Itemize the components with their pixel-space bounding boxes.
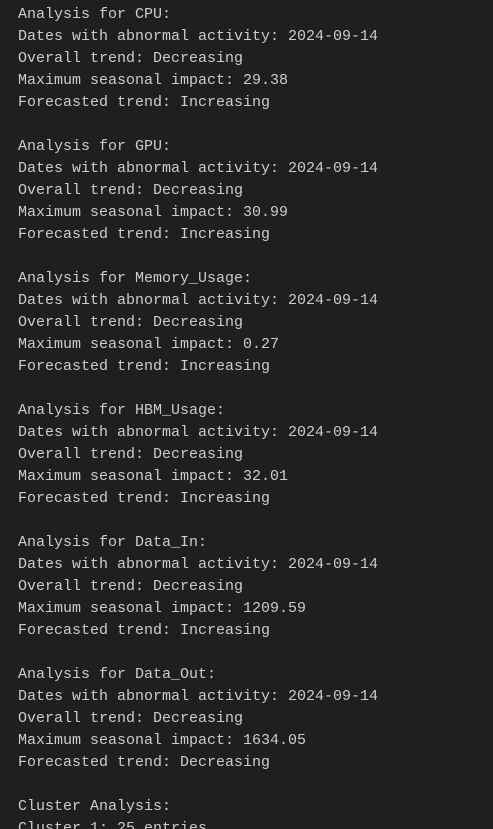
output-block: Analysis for CPU: Dates with abnormal act… [18, 4, 493, 114]
output-line: Analysis for Data_Out: [18, 666, 217, 683]
output-line: Overall trend: Decreasing [18, 50, 244, 67]
output-line: Analysis for Memory_Usage: [18, 270, 253, 287]
output-line: Analysis for Data_In: [18, 534, 208, 551]
output-line: Overall trend: Decreasing [18, 182, 244, 199]
output-block: Analysis for HBM_Usage: Dates with abnorm… [18, 400, 493, 510]
output-line: Forecasted trend: Increasing [18, 622, 271, 639]
output-line: Dates with abnormal activity: 2024-09-14 [18, 28, 379, 45]
output-block: Analysis for Data_Out: Dates with abnorma… [18, 664, 493, 774]
output-line: Analysis for HBM_Usage: [18, 402, 226, 419]
output-line: Forecasted trend: Increasing [18, 94, 271, 111]
output-line: Overall trend: Decreasing [18, 710, 244, 727]
output-line: Cluster Analysis: [18, 798, 172, 815]
output-block: Analysis for Data_In: Dates with abnormal… [18, 532, 493, 642]
output-block: Analysis for GPU: Dates with abnormal act… [18, 136, 493, 246]
output-line: Maximum seasonal impact: 29.38 [18, 72, 289, 89]
output-line: Dates with abnormal activity: 2024-09-14 [18, 292, 379, 309]
output-line: Forecasted trend: Increasing [18, 490, 271, 507]
output-line: Dates with abnormal activity: 2024-09-14 [18, 688, 379, 705]
output-line: Forecasted trend: Decreasing [18, 754, 271, 771]
output-line: Maximum seasonal impact: 30.99 [18, 204, 289, 221]
output-line: Forecasted trend: Increasing [18, 226, 271, 243]
output-line: Overall trend: Decreasing [18, 578, 244, 595]
output-line: Overall trend: Decreasing [18, 314, 244, 331]
output-line: Maximum seasonal impact: 1634.05 [18, 732, 307, 749]
output-block: Cluster Analysis: Cluster 1: 25 entries [18, 796, 493, 829]
output-line: Forecasted trend: Increasing [18, 358, 271, 375]
output-line: Dates with abnormal activity: 2024-09-14 [18, 556, 379, 573]
output-line: Cluster 1: 25 entries [18, 820, 208, 829]
output-line: Maximum seasonal impact: 0.27 [18, 336, 280, 353]
output-line: Overall trend: Decreasing [18, 446, 244, 463]
output-line: Analysis for CPU: [18, 6, 172, 23]
output-line: Maximum seasonal impact: 1209.59 [18, 600, 307, 617]
output-line: Dates with abnormal activity: 2024-09-14 [18, 160, 379, 177]
output-line: Dates with abnormal activity: 2024-09-14 [18, 424, 379, 441]
output-block: Analysis for Memory_Usage: Dates with abn… [18, 268, 493, 378]
output-line: Analysis for GPU: [18, 138, 172, 155]
output-line: Maximum seasonal impact: 32.01 [18, 468, 289, 485]
